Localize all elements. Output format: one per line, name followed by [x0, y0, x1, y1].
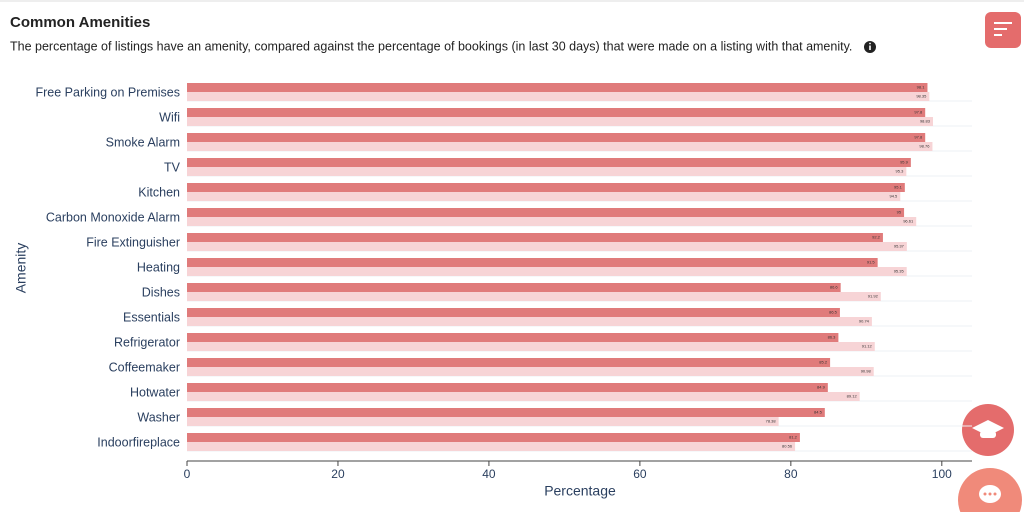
y-tick-label: Free Parking on Premises — [35, 85, 180, 99]
data-label: 90.98 — [861, 369, 872, 374]
bar — [187, 167, 907, 176]
y-tick-label: Indoorfireplace — [97, 435, 180, 449]
data-label: 95 — [897, 210, 902, 215]
y-tick-label: Smoke Alarm — [106, 135, 180, 149]
bar — [187, 367, 874, 376]
bar — [187, 308, 840, 317]
y-tick-label: Coffeemaker — [109, 360, 180, 374]
data-label: 86.3 — [828, 335, 837, 340]
bar — [187, 417, 779, 426]
y-tick-label: Essentials — [123, 310, 180, 324]
bar — [187, 108, 926, 117]
data-label: 91.5 — [867, 260, 876, 265]
bar — [187, 258, 878, 267]
bar — [187, 208, 905, 217]
data-label: 90.74 — [859, 319, 870, 324]
x-tick-label: 40 — [482, 467, 496, 481]
data-label: 97.8 — [914, 110, 923, 115]
bar — [187, 358, 831, 367]
bar — [187, 158, 911, 167]
bar — [187, 392, 860, 401]
data-label: 95.9 — [900, 160, 909, 165]
x-tick-label: 80 — [784, 467, 798, 481]
data-label: 97.8 — [914, 135, 923, 140]
bar — [187, 433, 800, 442]
x-tick-label: 60 — [633, 467, 647, 481]
title: Common Amenities — [10, 14, 150, 31]
bar — [187, 383, 828, 392]
bar — [187, 292, 881, 301]
bar — [187, 442, 796, 451]
data-label: 78.38 — [766, 419, 777, 424]
chat-button[interactable] — [958, 468, 1022, 512]
bar — [187, 342, 875, 351]
data-label: 95.37 — [894, 244, 905, 249]
data-label: 84.9 — [817, 385, 826, 390]
bar — [187, 83, 928, 92]
y-tick-label: Refrigerator — [114, 335, 180, 349]
data-label: 85.2 — [819, 360, 828, 365]
data-label: 80.56 — [782, 444, 793, 449]
data-label: 92.2 — [872, 235, 881, 240]
data-label: 89.12 — [847, 394, 858, 399]
x-tick-label: 0 — [184, 467, 191, 481]
data-label: 86.5 — [829, 310, 838, 315]
y-tick-label: Hotwater — [130, 385, 180, 399]
subtitle: The percentage of listings have an ameni… — [10, 39, 852, 53]
data-label: 98.1 — [917, 85, 926, 90]
data-label: 98.35 — [916, 94, 927, 99]
x-tick-label: 20 — [331, 467, 345, 481]
y-tick-label: Wifi — [159, 110, 180, 124]
y-tick-label: Heating — [137, 260, 180, 274]
data-label: 84.5 — [814, 410, 823, 415]
bar — [187, 117, 933, 126]
data-label: 95.35 — [894, 269, 905, 274]
y-tick-label: Carbon Monoxide Alarm — [46, 210, 180, 224]
bar — [187, 333, 839, 342]
bar — [187, 233, 883, 242]
y-tick-label: Washer — [137, 410, 180, 424]
data-label: 95.1 — [894, 185, 903, 190]
bar — [187, 283, 841, 292]
bar — [187, 217, 917, 226]
bar — [187, 267, 907, 276]
learn-button[interactable] — [962, 404, 1014, 456]
y-tick-label: Dishes — [142, 285, 180, 299]
bar — [187, 242, 907, 251]
bar — [187, 317, 872, 326]
bar — [187, 183, 905, 192]
data-label: 96.61 — [903, 219, 914, 224]
y-axis-label: Amenity — [13, 243, 29, 294]
x-axis-label: Percentage — [544, 483, 616, 499]
top-border — [0, 0, 1024, 2]
data-label: 91.12 — [862, 344, 873, 349]
info-icon[interactable] — [864, 41, 876, 53]
bar — [187, 133, 926, 142]
data-label: 94.5 — [889, 194, 898, 199]
bar — [187, 142, 933, 151]
y-tick-label: TV — [164, 160, 181, 174]
bar — [187, 408, 825, 417]
data-label: 91.92 — [868, 294, 879, 299]
x-tick-label: 100 — [932, 467, 952, 481]
y-tick-label: Kitchen — [138, 185, 180, 199]
data-label: 95.3 — [896, 169, 905, 174]
data-label: 98.83 — [920, 119, 931, 124]
bar — [187, 192, 901, 201]
y-tick-label: Fire Extinguisher — [86, 235, 180, 249]
data-label: 86.6 — [830, 285, 839, 290]
data-label: 98.76 — [919, 144, 930, 149]
filter-button[interactable] — [985, 12, 1021, 48]
data-label: 81.2 — [789, 435, 798, 440]
bar — [187, 92, 930, 101]
